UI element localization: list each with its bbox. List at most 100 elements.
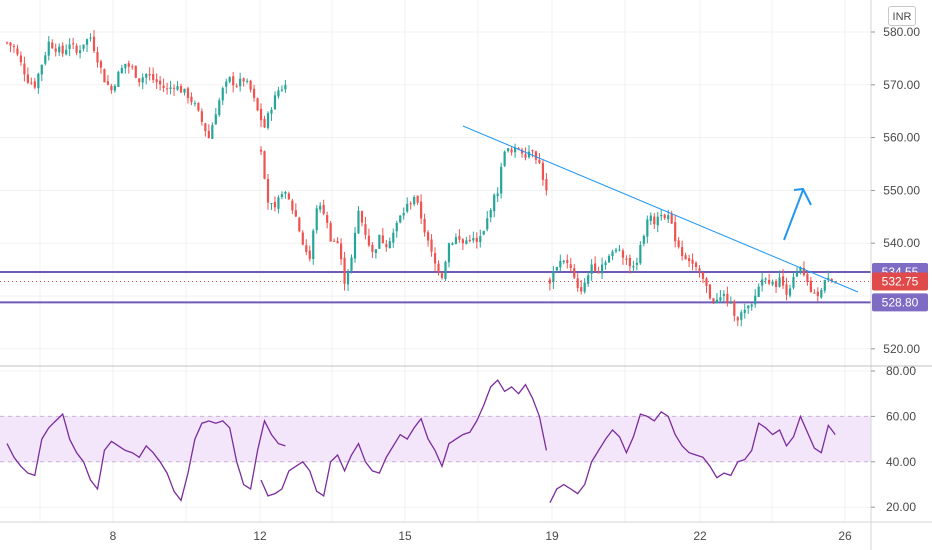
candle-body <box>263 118 266 128</box>
candle-body <box>830 278 833 282</box>
candle-body <box>740 312 743 320</box>
candle <box>524 147 527 161</box>
candle-body <box>590 264 593 274</box>
candle <box>141 73 144 90</box>
candle-body <box>266 178 270 203</box>
candle-body <box>23 63 26 75</box>
candle-body <box>169 87 172 89</box>
drawings[interactable] <box>462 125 859 293</box>
candle <box>440 271 444 280</box>
candle <box>336 237 339 244</box>
candle-body <box>353 232 357 259</box>
candle-body <box>259 108 263 121</box>
candle <box>145 73 148 85</box>
candle <box>33 78 36 90</box>
candle-body <box>423 218 426 233</box>
candle-body <box>768 279 771 284</box>
candle <box>635 257 638 271</box>
candle <box>747 304 750 314</box>
candle <box>204 122 207 137</box>
candle-body <box>381 235 384 244</box>
candle-body <box>761 279 764 286</box>
candle-body <box>204 123 207 132</box>
candle <box>781 269 785 289</box>
candle <box>263 150 266 180</box>
candle <box>520 147 524 158</box>
candle-body <box>781 276 785 286</box>
currency-label[interactable]: INR <box>888 6 916 26</box>
candle <box>99 59 103 74</box>
price-axis-label: 580.00 <box>883 25 920 39</box>
candle-body <box>152 74 155 80</box>
candle-body <box>548 279 551 284</box>
candle <box>193 100 197 107</box>
candle-body <box>301 232 304 245</box>
candle-body <box>416 195 419 203</box>
candle <box>364 216 367 240</box>
candle <box>573 264 576 279</box>
candle <box>562 259 565 265</box>
candle-body <box>580 286 583 292</box>
candle <box>395 220 398 238</box>
candle <box>656 211 659 233</box>
candle-body <box>72 43 75 45</box>
candle <box>674 215 677 248</box>
candle-body <box>120 67 123 74</box>
candle <box>256 97 259 112</box>
candle-body <box>162 85 165 88</box>
candle-body <box>179 86 183 93</box>
candle-body <box>294 210 297 217</box>
candle-body <box>726 293 729 304</box>
candle-body <box>420 201 423 219</box>
candle-body <box>447 243 451 263</box>
candle-body <box>33 81 36 88</box>
candle <box>806 271 809 286</box>
candle <box>214 108 217 125</box>
candle <box>649 212 652 225</box>
candle-body <box>545 179 548 191</box>
rsi-series <box>6 412 286 502</box>
candle <box>280 191 284 200</box>
candle <box>423 213 426 237</box>
candle-body <box>172 87 176 89</box>
candle-body <box>357 210 360 234</box>
candle-body <box>468 239 471 242</box>
candle <box>68 38 71 57</box>
candle <box>496 187 499 202</box>
candle-body <box>103 69 106 83</box>
candle-body <box>315 208 318 231</box>
candle <box>607 253 611 263</box>
horizontal-levels[interactable] <box>0 270 871 304</box>
candle <box>225 78 228 94</box>
candle-body <box>687 258 691 262</box>
candle <box>795 267 799 278</box>
candle-body <box>402 212 405 216</box>
candle-body <box>333 240 336 242</box>
candle <box>503 150 506 167</box>
candle <box>26 67 29 85</box>
candle <box>722 290 725 303</box>
candle <box>420 194 423 224</box>
rsi-axis-label: 60.00 <box>886 409 916 423</box>
candle <box>183 88 186 96</box>
candle-body <box>454 237 458 244</box>
candle-body <box>677 240 680 247</box>
candle <box>346 269 350 292</box>
candle <box>242 77 245 87</box>
candle-body <box>392 232 395 243</box>
candle <box>190 92 193 106</box>
candle <box>513 143 517 158</box>
candle <box>468 235 471 243</box>
candle <box>51 39 54 49</box>
candle <box>778 270 781 288</box>
candle-body <box>54 48 57 52</box>
candle <box>754 289 757 308</box>
candle <box>628 254 632 274</box>
candle-body <box>600 264 604 274</box>
candle <box>23 56 26 82</box>
candle-body <box>256 98 259 111</box>
candle <box>308 245 311 262</box>
candle <box>392 228 395 248</box>
candle-body <box>621 250 625 258</box>
